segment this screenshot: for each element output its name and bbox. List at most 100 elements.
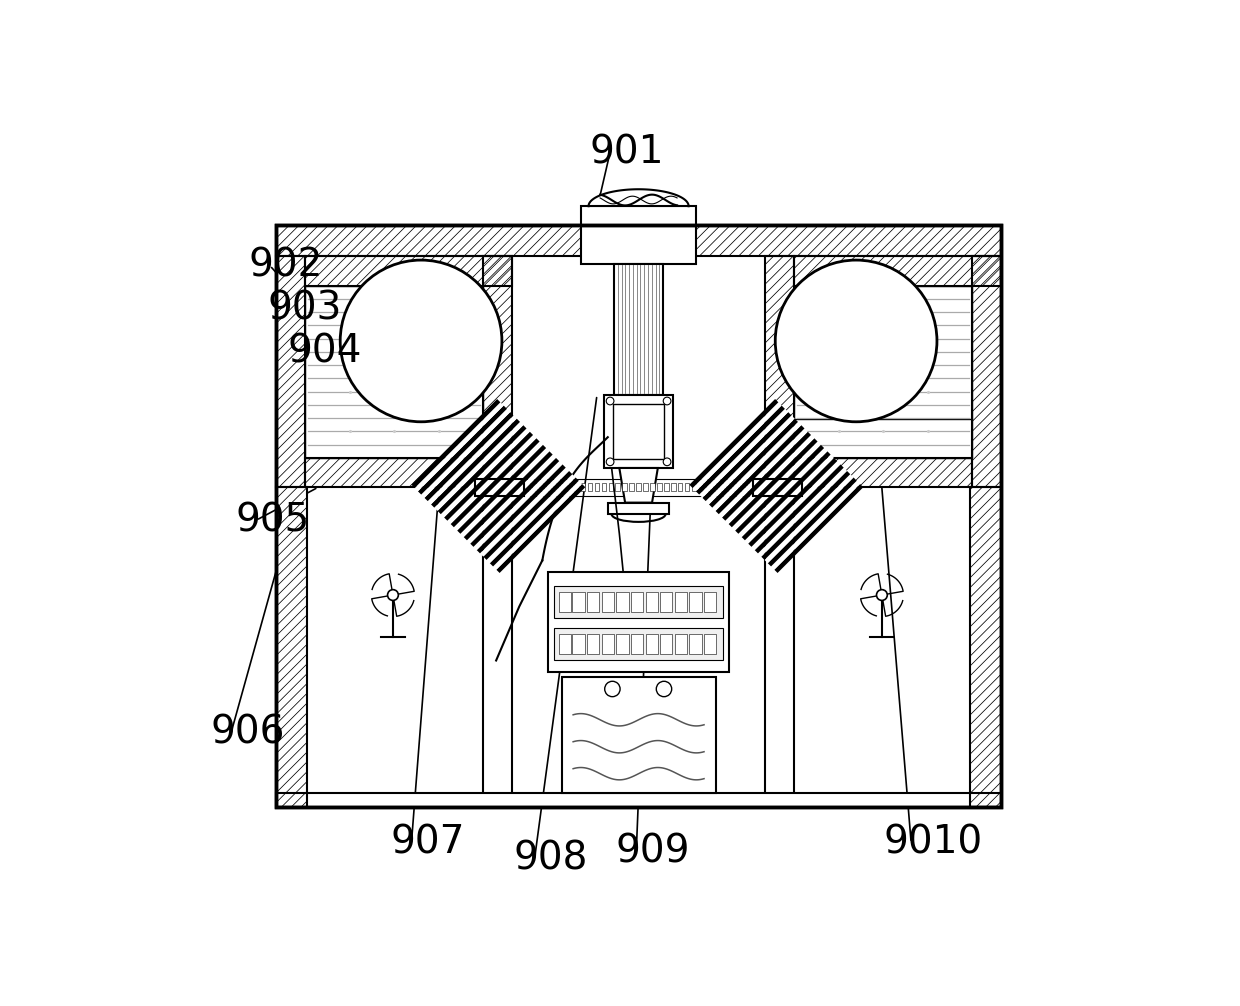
Bar — [971, 487, 1001, 807]
Text: 908: 908 — [513, 839, 588, 877]
Text: 9010: 9010 — [883, 824, 982, 862]
Polygon shape — [725, 435, 815, 524]
Polygon shape — [699, 408, 789, 498]
Bar — [615, 484, 620, 491]
Polygon shape — [464, 452, 553, 540]
Polygon shape — [745, 455, 833, 543]
Polygon shape — [765, 474, 853, 563]
Bar — [305, 458, 484, 487]
Polygon shape — [751, 461, 841, 550]
Bar — [595, 484, 599, 491]
Polygon shape — [474, 461, 563, 550]
Bar — [305, 257, 512, 286]
Polygon shape — [450, 439, 539, 527]
Polygon shape — [428, 415, 517, 504]
Bar — [587, 592, 599, 612]
Circle shape — [340, 261, 502, 422]
Bar — [562, 677, 715, 793]
Bar — [698, 484, 703, 491]
Polygon shape — [774, 484, 863, 573]
Bar — [657, 484, 662, 491]
Polygon shape — [444, 432, 533, 521]
Bar — [754, 479, 802, 496]
Bar — [704, 592, 717, 612]
Bar — [277, 225, 1001, 257]
Polygon shape — [412, 399, 501, 488]
Bar — [644, 484, 647, 491]
Bar — [277, 225, 1001, 807]
Bar — [484, 257, 512, 487]
Bar — [532, 484, 537, 491]
Text: 906: 906 — [211, 713, 285, 751]
Bar — [660, 592, 672, 612]
Bar — [972, 257, 1001, 487]
Bar — [794, 286, 972, 458]
Polygon shape — [448, 435, 537, 524]
Circle shape — [877, 590, 888, 601]
Bar — [548, 572, 729, 672]
Bar — [475, 479, 523, 496]
Bar — [475, 479, 523, 496]
Bar — [305, 257, 512, 286]
Circle shape — [606, 397, 614, 404]
Bar — [484, 257, 512, 487]
Bar — [553, 484, 558, 491]
Polygon shape — [771, 481, 861, 569]
Polygon shape — [719, 429, 807, 517]
Bar — [558, 635, 570, 654]
Bar — [663, 484, 668, 491]
Bar — [733, 484, 738, 491]
Polygon shape — [696, 405, 785, 495]
Polygon shape — [434, 422, 523, 511]
Polygon shape — [712, 422, 801, 511]
Bar — [748, 484, 751, 491]
Polygon shape — [693, 402, 781, 491]
Bar — [765, 257, 794, 487]
Bar — [660, 635, 672, 654]
Polygon shape — [454, 442, 543, 530]
Bar — [526, 484, 529, 491]
Polygon shape — [689, 399, 779, 488]
Bar — [794, 257, 1001, 286]
Bar — [616, 592, 629, 612]
Circle shape — [605, 681, 620, 697]
Bar — [754, 479, 802, 496]
Bar — [609, 484, 613, 491]
Bar — [560, 484, 564, 491]
Bar — [613, 404, 663, 459]
Text: 903: 903 — [268, 290, 342, 328]
Bar — [587, 635, 599, 654]
Bar — [671, 484, 676, 491]
Bar — [604, 394, 673, 468]
Text: 905: 905 — [236, 501, 309, 539]
Polygon shape — [738, 448, 827, 537]
Bar — [277, 225, 1001, 257]
Polygon shape — [768, 478, 857, 566]
Polygon shape — [418, 405, 507, 495]
Bar — [484, 487, 512, 807]
Polygon shape — [758, 468, 847, 556]
Polygon shape — [486, 474, 575, 563]
Polygon shape — [494, 481, 582, 569]
Text: 907: 907 — [391, 824, 465, 862]
Polygon shape — [414, 402, 503, 491]
Bar — [574, 484, 579, 491]
Bar — [719, 484, 724, 491]
Bar — [765, 487, 794, 807]
Polygon shape — [490, 478, 579, 566]
Bar — [794, 458, 972, 487]
Polygon shape — [438, 426, 527, 514]
Bar — [794, 257, 1001, 286]
Bar — [689, 635, 702, 654]
Text: 904: 904 — [288, 333, 362, 371]
Polygon shape — [709, 418, 799, 508]
Bar — [646, 592, 658, 612]
Bar — [580, 206, 697, 264]
Polygon shape — [432, 418, 520, 508]
Polygon shape — [440, 429, 529, 517]
Bar — [972, 257, 1001, 487]
Bar — [713, 484, 717, 491]
Bar — [554, 628, 723, 661]
Polygon shape — [706, 415, 795, 504]
Polygon shape — [729, 439, 817, 527]
